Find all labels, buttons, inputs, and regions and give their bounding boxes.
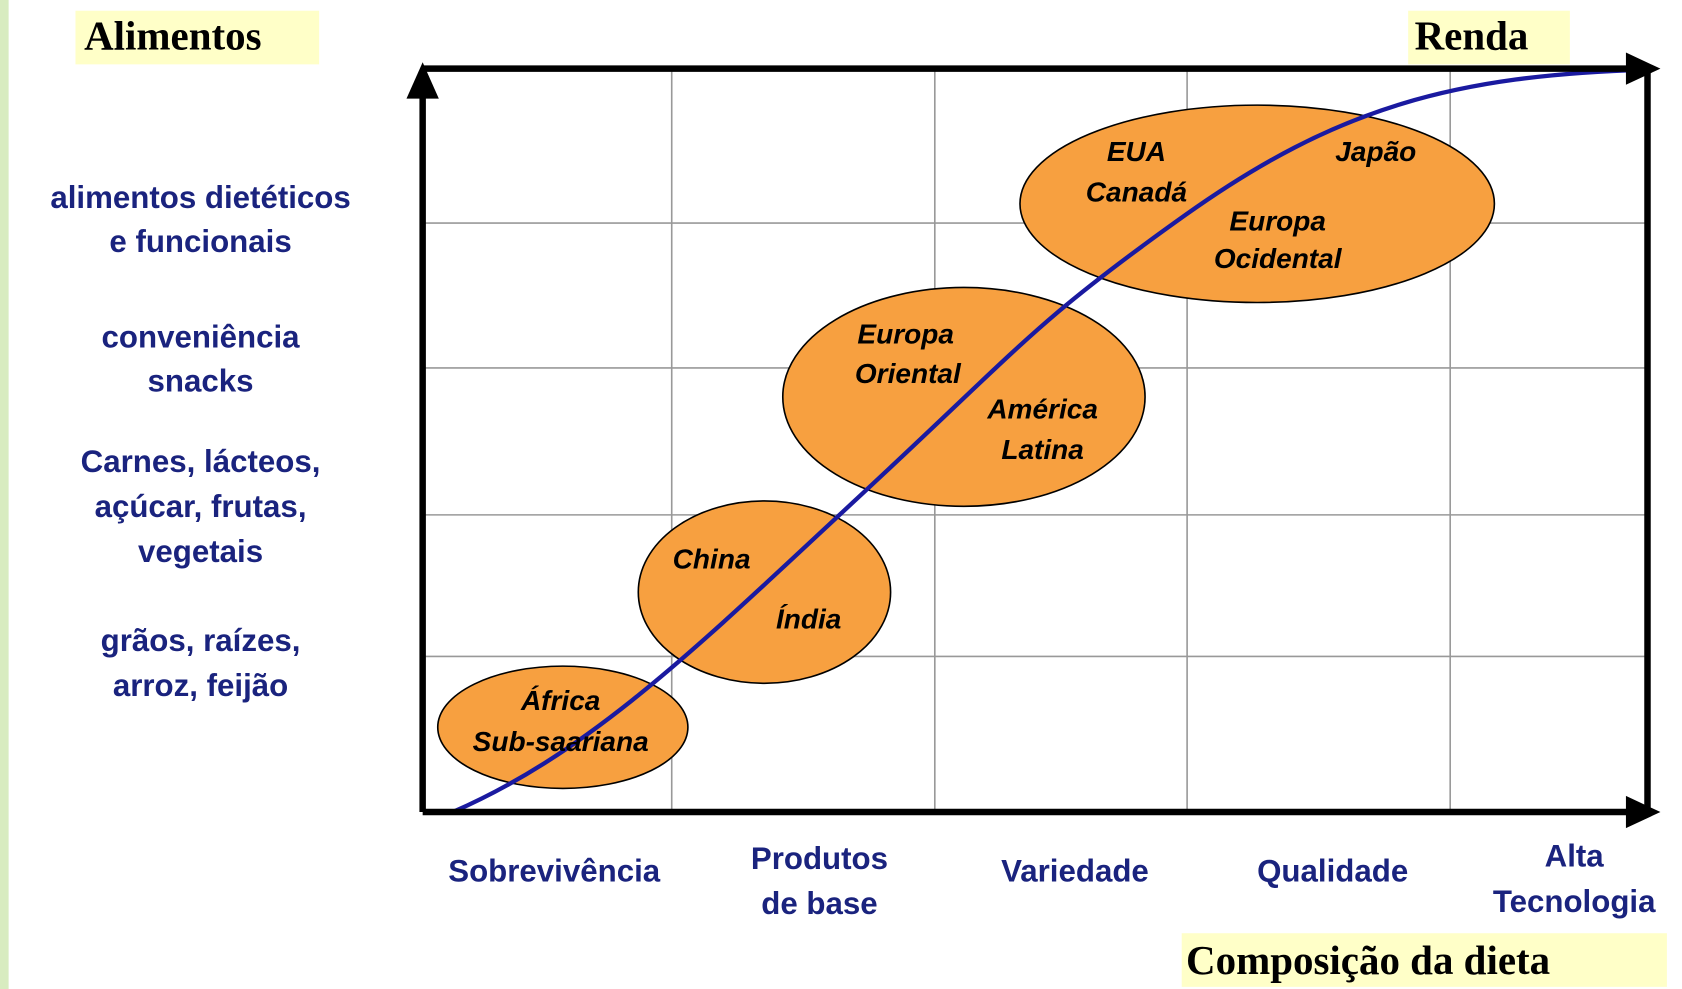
y-label: arroz, feijão [113,668,288,703]
region-label: Índia [776,604,841,635]
side-strip [0,0,9,989]
region-label: Europa [857,318,954,349]
title-bg [1181,933,1667,987]
arrow-head [406,62,439,99]
region-label: Europa [1229,206,1326,237]
region-ellipse [637,500,892,685]
regions [436,104,1496,790]
arrow-head [1625,795,1661,829]
y-label: açúcar, frutas, [95,489,307,524]
title-bg [75,10,320,65]
y-label: alimentos dietéticos [50,180,350,215]
x-title: Composição da dieta [1186,938,1550,983]
y-label: conveniência [102,320,301,355]
region-label: Japão [1335,136,1416,167]
region-label: Oriental [855,358,962,389]
region-label: América [986,393,1098,424]
title-bg [1408,10,1570,65]
top-title: Renda [1415,13,1529,58]
y-label: snacks [148,364,254,399]
x-label: Alta [1545,839,1605,874]
region-label: China [673,544,751,575]
y-label: Carnes, lácteos, [81,444,321,479]
region-label: Sub-saariana [473,726,649,757]
y-label: vegetais [138,534,263,569]
x-label: de base [761,886,877,921]
x-label: Qualidade [1257,854,1408,889]
y-title: Alimentos [84,13,262,58]
region-label: Ocidental [1214,243,1343,274]
y-label: grãos, raízes, [101,623,301,658]
x-label: Tecnologia [1493,884,1656,919]
x-label: Produtos [751,841,888,876]
axes [419,65,1651,816]
s-curve [451,67,1648,814]
arrow-head [1625,52,1661,85]
y-label: e funcionais [109,224,291,259]
x-label: Variedade [1001,854,1149,889]
region-label: África [520,685,600,716]
region-label: Latina [1001,434,1084,465]
region-ellipse [1019,104,1496,304]
x-label: Sobrevivência [448,854,661,889]
region-ellipse [436,665,689,790]
region-label: Canadá [1086,177,1187,208]
region-label: EUA [1107,136,1166,167]
